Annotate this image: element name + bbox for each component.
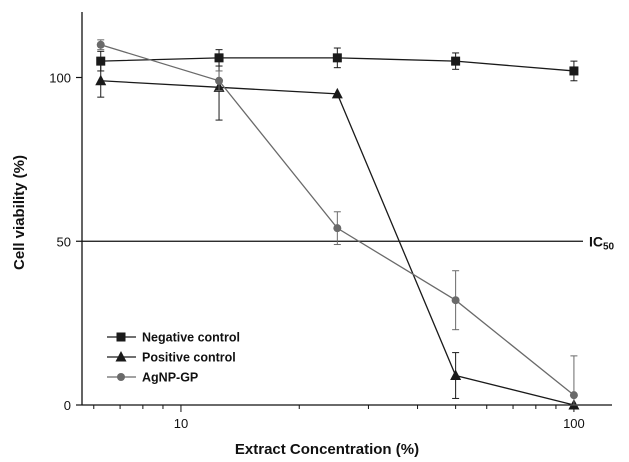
- circle-marker: [333, 224, 342, 233]
- x-tick-label: 10: [174, 416, 188, 431]
- circle-marker: [117, 373, 125, 381]
- legend-item: Negative control: [107, 331, 240, 345]
- x-ticks: 10 100: [93, 405, 585, 431]
- circle-marker: [451, 296, 460, 305]
- triangle-marker: [115, 351, 127, 362]
- triangle-marker: [331, 87, 343, 99]
- y-ticks: 0 50 100: [49, 71, 82, 413]
- y-tick-label: 100: [49, 71, 71, 86]
- y-axis-title: Cell viability (%): [11, 155, 28, 270]
- circle-marker: [569, 391, 578, 400]
- triangle-marker: [95, 74, 107, 86]
- series-agnp-gp: [96, 39, 578, 406]
- plot-area: 0 50 100 10 100 IC50: [49, 12, 615, 431]
- series-layer: [95, 39, 580, 410]
- square-marker: [332, 53, 342, 63]
- series-positive-control: [95, 54, 580, 410]
- legend: Negative control Positive control AgNP-GP: [107, 331, 240, 385]
- ic50-label: IC50: [589, 233, 615, 252]
- y-tick-label: 0: [64, 398, 71, 413]
- legend-label: AgNP-GP: [142, 371, 198, 385]
- triangle-marker: [450, 369, 462, 381]
- x-axis-title: Extract Concentration (%): [235, 441, 419, 458]
- circle-marker: [96, 40, 105, 49]
- circle-marker: [215, 76, 224, 85]
- legend-item: Positive control: [107, 351, 236, 365]
- square-marker: [96, 56, 106, 66]
- x-tick-label: 100: [563, 416, 585, 431]
- square-marker: [569, 66, 579, 76]
- square-marker: [451, 56, 461, 66]
- legend-label: Negative control: [142, 331, 240, 345]
- y-tick-label: 50: [57, 234, 71, 249]
- legend-label: Positive control: [142, 351, 236, 365]
- square-marker: [116, 332, 126, 342]
- series-negative-control: [96, 47, 579, 82]
- legend-item: AgNP-GP: [107, 371, 198, 385]
